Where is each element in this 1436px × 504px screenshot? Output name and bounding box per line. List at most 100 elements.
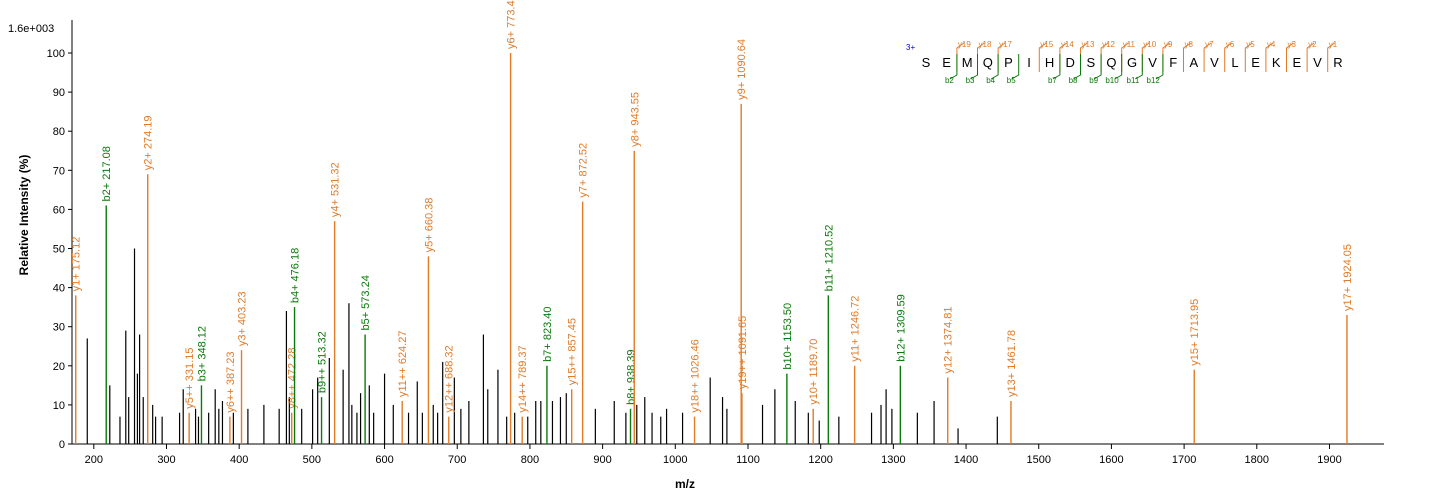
peak-label: y7+ 872.52 bbox=[578, 143, 590, 198]
peak-label: y15++ 857.45 bbox=[567, 318, 579, 385]
y-tick-label: 60 bbox=[53, 204, 65, 216]
y-ion-label: y5 bbox=[1246, 40, 1255, 49]
y-ion-label: y17 bbox=[999, 40, 1012, 49]
sequence-residue: H bbox=[1045, 55, 1054, 70]
x-tick-label: 1400 bbox=[954, 454, 978, 466]
b-ion-label: b8 bbox=[1069, 76, 1078, 85]
peak-label: y8+ 943.55 bbox=[629, 92, 641, 147]
sequence-residue: V bbox=[1210, 55, 1219, 70]
sequence-residue: P bbox=[1004, 55, 1013, 70]
peak-label: y2+ 274.19 bbox=[143, 115, 155, 170]
peak-label: y12++ 688.32 bbox=[444, 345, 456, 412]
b-ion-label: b2 bbox=[945, 76, 954, 85]
b-ion-bracket bbox=[970, 54, 978, 80]
y-ion-bracket bbox=[1306, 42, 1315, 72]
y-axis-title: Relative Intensity (%) bbox=[17, 155, 31, 276]
b-ion-label: b12 bbox=[1147, 76, 1161, 85]
peak-label: y5++ 331.15 bbox=[184, 348, 196, 409]
x-tick-label: 300 bbox=[157, 454, 175, 466]
peak-label: y1+ 175.12 bbox=[71, 237, 83, 292]
b-ion-label: b5 bbox=[1007, 76, 1016, 85]
y-ion-label: y6 bbox=[1226, 40, 1235, 49]
sequence-residue: A bbox=[1189, 55, 1198, 70]
y-tick-label: 90 bbox=[53, 87, 65, 99]
sequence-residue: V bbox=[1148, 55, 1157, 70]
x-tick-label: 1100 bbox=[736, 454, 760, 466]
x-tick-label: 1500 bbox=[1026, 454, 1050, 466]
sequence-residue: E bbox=[942, 55, 951, 70]
peak-label: y13+ 1461.78 bbox=[1006, 330, 1018, 397]
y-ion-label: y7 bbox=[1205, 40, 1214, 49]
x-tick-label: 1000 bbox=[663, 454, 687, 466]
y-tick-label: 80 bbox=[53, 126, 65, 138]
peak-label: y18++ 1026.46 bbox=[690, 339, 702, 412]
peak-label: y11++ 624.27 bbox=[397, 331, 409, 397]
y-tick-label: 20 bbox=[53, 361, 65, 373]
sequence-residue: M bbox=[962, 55, 973, 70]
sequence-residue: E bbox=[1292, 55, 1301, 70]
peak-label: y6+ 773.4 bbox=[506, 0, 518, 49]
x-tick-label: 600 bbox=[375, 454, 393, 466]
sequence-residue: L bbox=[1231, 55, 1238, 70]
y-ion-label: y14 bbox=[1061, 40, 1074, 49]
unassigned-peaks bbox=[86, 248, 998, 444]
b-ion-label: b4 bbox=[986, 76, 995, 85]
y-ion-label: y1 bbox=[1329, 40, 1338, 49]
x-tick-label: 1700 bbox=[1172, 454, 1196, 466]
b-ion-bracket bbox=[1135, 54, 1143, 80]
x-axis-title: m/z bbox=[675, 477, 695, 491]
peak-label: b2+ 217.08 bbox=[101, 146, 113, 201]
peak-label: y11+ 1246.72 bbox=[850, 296, 862, 362]
y-ion-bracket bbox=[1203, 42, 1212, 72]
peak-label: b10+ 1153.50 bbox=[782, 303, 794, 370]
sequence-residue: I bbox=[1027, 55, 1031, 70]
x-tick-label: 800 bbox=[521, 454, 539, 466]
b-ion-bracket bbox=[1114, 54, 1123, 80]
y-ion-bracket bbox=[1286, 42, 1294, 72]
b-ion-bracket bbox=[1073, 54, 1081, 80]
peak-label: y19++ 1091.65 bbox=[737, 316, 749, 389]
peak-label: b7+ 823.40 bbox=[542, 306, 554, 361]
sequence-residue: R bbox=[1333, 55, 1342, 70]
y-tick-label: 100 bbox=[47, 48, 65, 60]
b-ion-bracket bbox=[1093, 54, 1102, 80]
y-ion-label: y18 bbox=[979, 40, 992, 49]
x-tick-label: 1600 bbox=[1099, 454, 1123, 466]
max-intensity-label: 1.6e+003 bbox=[8, 23, 54, 35]
y-ion-label: y15 bbox=[1040, 40, 1053, 49]
peak-label: b8+ 938.39 bbox=[626, 349, 638, 404]
x-tick-label: 1800 bbox=[1245, 454, 1269, 466]
sequence-residue: F bbox=[1169, 55, 1177, 70]
y-tick-label: 10 bbox=[53, 400, 65, 412]
peak-label: y6++ 387.23 bbox=[225, 351, 237, 412]
y-ion-label: y4 bbox=[1267, 40, 1276, 49]
x-tick-label: 900 bbox=[593, 454, 611, 466]
x-tick-label: 700 bbox=[448, 454, 466, 466]
peak-label: y10+ 1189.70 bbox=[808, 339, 820, 405]
b-ion-bracket bbox=[1011, 54, 1020, 80]
peak-label: y17+ 1924.05 bbox=[1342, 244, 1354, 311]
sequence-residue: E bbox=[1251, 55, 1260, 70]
b-ion-bracket bbox=[949, 54, 958, 80]
x-tick-label: 200 bbox=[85, 454, 103, 466]
peak-label: y12+ 1374.81 bbox=[943, 307, 955, 374]
x-tick-label: 1900 bbox=[1317, 454, 1341, 466]
sequence-residue: Q bbox=[983, 55, 993, 70]
sequence-residue: S bbox=[922, 55, 931, 70]
y-tick-label: 0 bbox=[59, 439, 65, 451]
peak-label: y4+ 531.32 bbox=[330, 162, 342, 217]
y-tick-label: 30 bbox=[53, 322, 65, 334]
x-tick-label: 400 bbox=[230, 454, 248, 466]
b-ion-bracket bbox=[990, 54, 999, 80]
b-ion-label: b3 bbox=[966, 76, 975, 85]
y-tick-label: 50 bbox=[53, 244, 65, 256]
sequence-residue: G bbox=[1127, 55, 1137, 70]
sequence-residue: S bbox=[1086, 55, 1095, 70]
y-ion-bracket bbox=[1265, 42, 1274, 72]
peak-label: y5+ 660.38 bbox=[423, 198, 435, 253]
y-ion-bracket bbox=[1038, 42, 1047, 72]
sequence-residue: D bbox=[1066, 55, 1075, 70]
y-ion-label: y19 bbox=[958, 40, 971, 49]
